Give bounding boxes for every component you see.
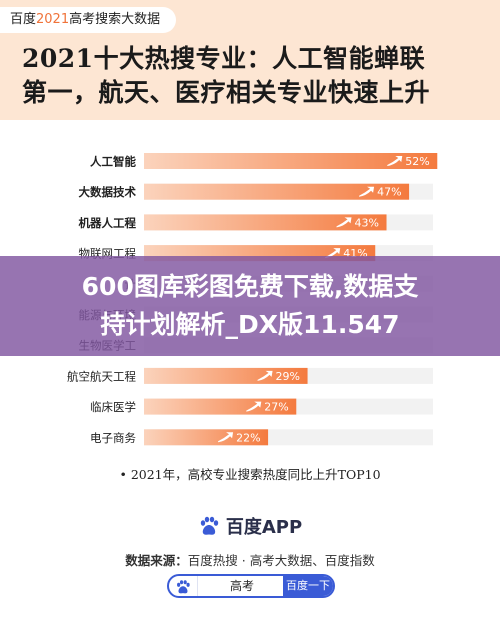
source-text: 百度热搜 · 高考大数据、百度指数 <box>187 553 375 568</box>
value-label: 47% <box>377 186 401 199</box>
category-label: 大数据技术 <box>79 185 137 199</box>
bar <box>144 214 387 231</box>
header-banner: 百度2021高考搜索大数据 2021十大热搜专业：人工智能蝉联 第一，航天、医疗… <box>0 0 500 120</box>
search-input[interactable]: 高考 <box>197 576 286 596</box>
value-label: 52% <box>405 155 429 168</box>
category-label: 机器人工程 <box>79 216 137 230</box>
tag-year: 2021 <box>36 12 70 27</box>
search-box[interactable]: 高考 百度一下 <box>167 574 335 598</box>
bar <box>144 367 308 384</box>
trend-up-icon <box>359 186 375 197</box>
bar <box>144 429 269 446</box>
tag-suffix: 高考搜索大数据 <box>69 12 161 27</box>
bar <box>144 153 438 169</box>
baidu-app-logo: 百度APP <box>0 512 500 540</box>
tag-prefix: 百度 <box>10 12 37 27</box>
watermark-line-2: 持计划解析_DX版11.547 <box>100 310 400 339</box>
value-label: 22% <box>236 431 260 444</box>
trend-up-icon <box>325 248 341 259</box>
category-label: 电子商务 <box>90 431 136 445</box>
bar <box>144 183 410 200</box>
trend-up-icon <box>218 432 234 443</box>
source-tag: 百度2021高考搜索大数据 <box>0 7 177 33</box>
headline-line-2: 第一，航天、医疗相关专业快速上升 <box>22 78 431 107</box>
category-label: 人工智能 <box>90 155 136 169</box>
watermark-line-1: 600图库彩图免费下载,数据支 <box>81 272 419 301</box>
value-label: 27% <box>264 401 288 414</box>
chart-caption: • 2021年，高校专业搜索热度同比上升TOP10 <box>119 467 381 482</box>
trend-up-icon <box>336 217 352 228</box>
value-label: 29% <box>276 370 300 383</box>
trend-up-icon <box>257 370 273 381</box>
category-label: 航空航天工程 <box>67 369 136 383</box>
watermark-band <box>0 256 500 356</box>
baidu-paw-small-icon <box>177 580 190 594</box>
category-label: 临床医学 <box>90 400 136 414</box>
logo-text: 百度APP <box>225 517 303 538</box>
trend-up-icon <box>387 156 403 166</box>
page-title: 2021十大热搜专业：人工智能蝉联 第一，航天、医疗相关专业快速上升 <box>22 42 492 110</box>
headline-line-1: 2021十大热搜专业：人工智能蝉联 <box>22 44 426 73</box>
trend-up-icon <box>246 401 262 412</box>
watermark-text: 600图库彩图免费下载,数据支 持计划解析_DX版11.547 <box>0 268 500 344</box>
source-label: 数据来源： <box>125 553 188 568</box>
value-label: 43% <box>355 216 379 229</box>
data-source: 数据来源：百度热搜 · 高考大数据、百度指数 <box>0 550 500 569</box>
baidu-paw-icon <box>200 516 219 535</box>
search-button[interactable]: 百度一下 <box>283 576 333 596</box>
